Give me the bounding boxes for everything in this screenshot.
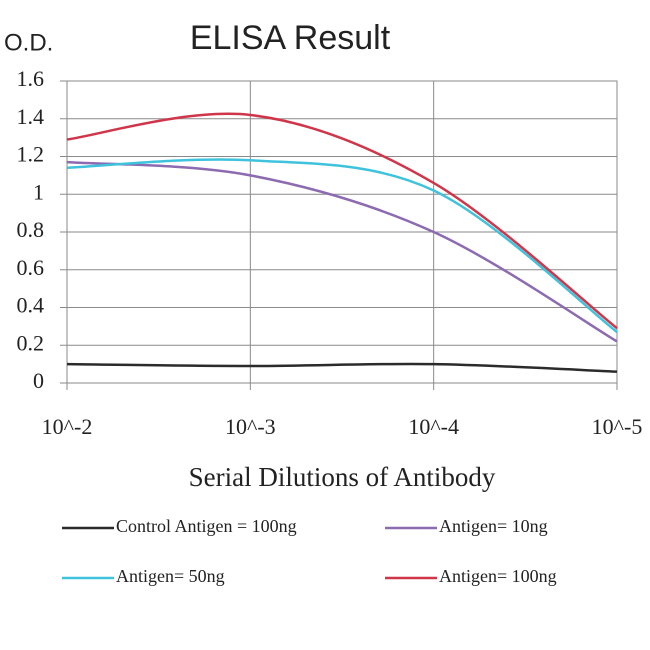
series-line xyxy=(66,160,618,343)
y-tick-label: 0 xyxy=(33,368,44,393)
y-tick-label: 0.6 xyxy=(17,255,45,280)
y-tick-label: 1.2 xyxy=(17,142,45,167)
y-tick-label: 0.8 xyxy=(17,217,45,242)
y-tick-label: 1 xyxy=(33,179,44,204)
series-line xyxy=(66,112,618,330)
y-tick-label: 1.6 xyxy=(17,66,45,91)
legend-label: Antigen= 50ng xyxy=(116,566,225,586)
y-tick-label: 0.2 xyxy=(17,330,45,355)
plot-border xyxy=(66,80,618,384)
x-tick-label: 10^-4 xyxy=(408,414,459,439)
x-tick-label: 10^-5 xyxy=(592,414,643,439)
series-line xyxy=(66,362,618,373)
chart-title: ELISA Result xyxy=(190,19,391,57)
y-axis-label: O.D. xyxy=(4,29,53,56)
x-tick-label: 10^-3 xyxy=(225,414,276,439)
series-line xyxy=(66,158,618,334)
legend-label: Control Antigen = 100ng xyxy=(116,516,297,536)
x-axis-label: Serial Dilutions of Antibody xyxy=(189,462,496,492)
legend-label: Antigen= 10ng xyxy=(439,516,548,536)
x-tick-label: 10^-2 xyxy=(42,414,93,439)
legend-label: Antigen= 100ng xyxy=(439,566,557,586)
y-tick-label: 0.4 xyxy=(17,293,45,318)
y-tick-label: 1.4 xyxy=(17,104,45,129)
